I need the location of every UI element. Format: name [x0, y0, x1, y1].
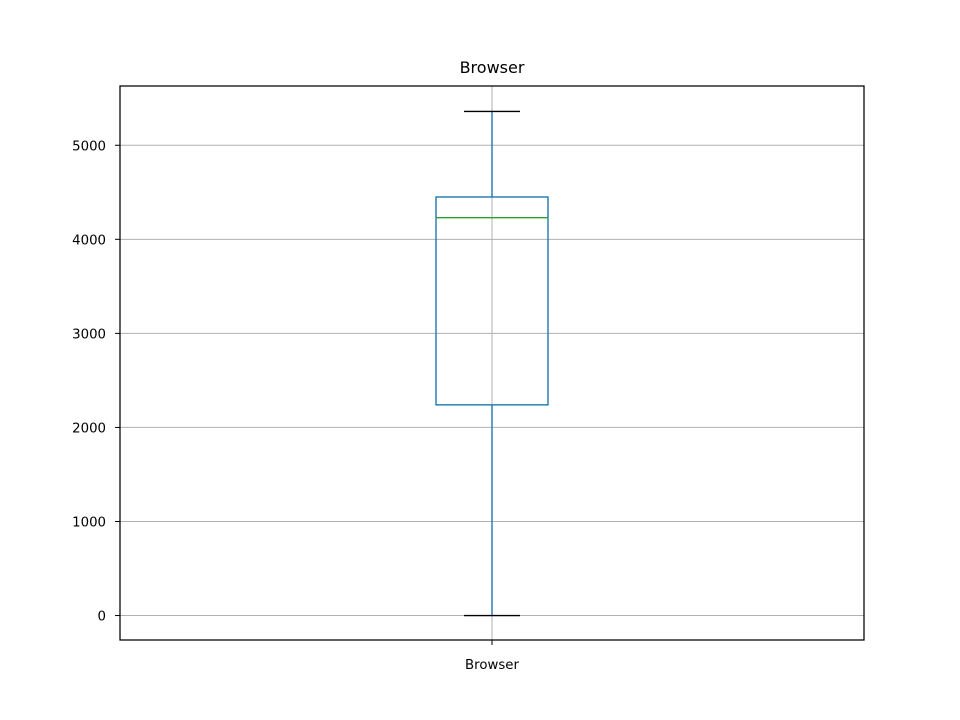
y-tick-label: 3000 — [72, 327, 106, 342]
x-axis: Browser — [465, 640, 519, 673]
y-tick-label: 0 — [98, 610, 106, 625]
y-axis: 0 1000 2000 3000 4000 5000 — [72, 139, 120, 625]
y-tick-label: 5000 — [72, 139, 106, 154]
y-tick-label: 1000 — [72, 515, 106, 530]
x-tick-label: Browser — [465, 658, 519, 673]
box-layer — [435, 110, 549, 617]
iqr-box — [435, 196, 549, 406]
y-tick-label: 2000 — [72, 421, 106, 436]
chart-title: Browser — [460, 58, 525, 77]
y-tick-label: 4000 — [72, 233, 106, 248]
